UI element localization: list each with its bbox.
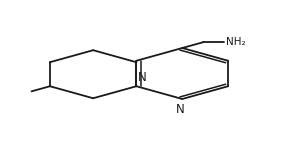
Text: N: N — [175, 103, 184, 116]
Text: NH₂: NH₂ — [226, 37, 246, 47]
Text: N: N — [138, 71, 147, 85]
